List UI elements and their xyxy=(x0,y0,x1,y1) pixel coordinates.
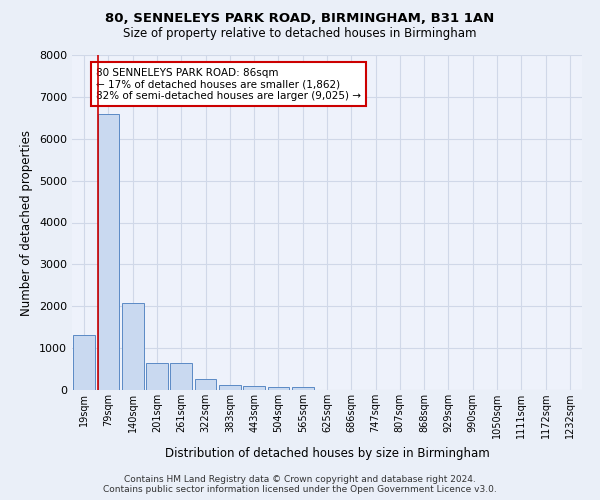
Bar xyxy=(122,303,143,390)
Y-axis label: Number of detached properties: Number of detached properties xyxy=(20,130,34,316)
Bar xyxy=(292,387,314,390)
Bar xyxy=(73,335,95,390)
Text: 80, SENNELEYS PARK ROAD, BIRMINGHAM, B31 1AN: 80, SENNELEYS PARK ROAD, BIRMINGHAM, B31… xyxy=(106,12,494,26)
X-axis label: Distribution of detached houses by size in Birmingham: Distribution of detached houses by size … xyxy=(164,446,490,460)
Bar xyxy=(170,363,192,390)
Bar xyxy=(194,380,217,390)
Bar xyxy=(97,114,119,390)
Text: Contains HM Land Registry data © Crown copyright and database right 2024.
Contai: Contains HM Land Registry data © Crown c… xyxy=(103,474,497,494)
Text: Size of property relative to detached houses in Birmingham: Size of property relative to detached ho… xyxy=(123,28,477,40)
Bar xyxy=(268,387,289,390)
Bar xyxy=(243,386,265,390)
Bar xyxy=(146,363,168,390)
Bar xyxy=(219,384,241,390)
Text: 80 SENNELEYS PARK ROAD: 86sqm
← 17% of detached houses are smaller (1,862)
82% o: 80 SENNELEYS PARK ROAD: 86sqm ← 17% of d… xyxy=(96,68,361,101)
